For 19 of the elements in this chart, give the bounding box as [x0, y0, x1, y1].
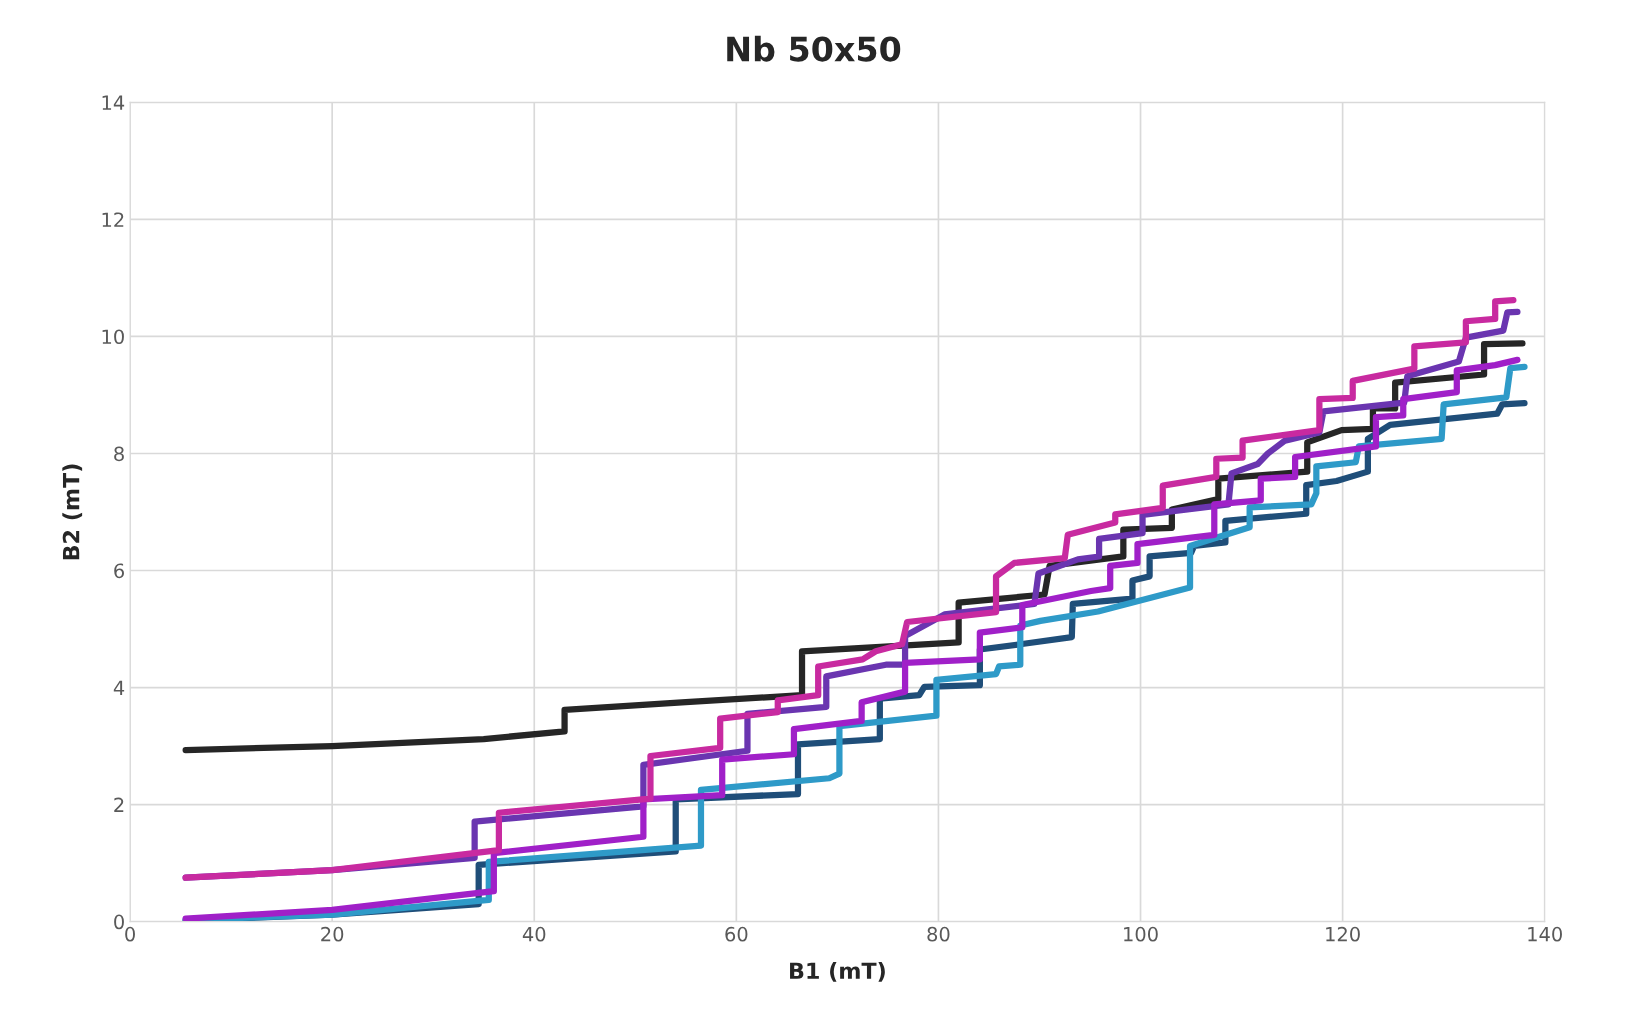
y-tick-label: 4 [113, 680, 125, 695]
y-tick-label: 12 [102, 212, 124, 227]
x-tick-label: 60 [725, 926, 748, 942]
y-tick-label: 8 [114, 446, 124, 462]
y-tick-label: 6 [114, 563, 124, 579]
y-tick-label: 0 [114, 914, 124, 930]
x-axis-title: B1 (mT) [790, 961, 885, 982]
y-tick-label: 14 [102, 95, 125, 110]
y-axis-title: B2 (mT) [62, 464, 83, 560]
x-tick-label: 80 [927, 926, 950, 942]
x-tick-label: 140 [1528, 926, 1562, 942]
x-tick-label: 40 [522, 926, 546, 942]
chart-title: Nb 50x50 [727, 35, 901, 62]
y-tick-label: 2 [114, 797, 124, 812]
x-tick-label: 100 [1124, 926, 1158, 942]
x-tick-label: 0 [125, 926, 135, 942]
x-tick-label: 120 [1326, 926, 1360, 942]
y-tick-label: 10 [102, 329, 124, 345]
x-tick-label: 20 [321, 926, 344, 942]
